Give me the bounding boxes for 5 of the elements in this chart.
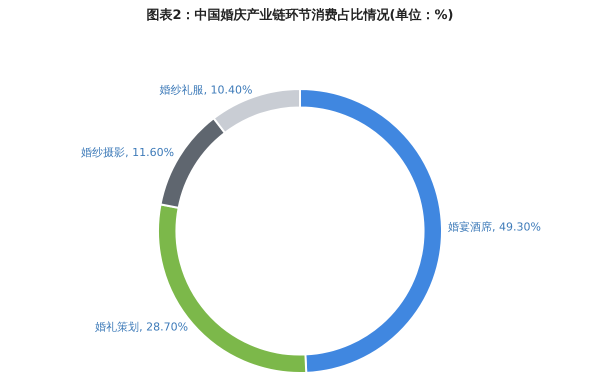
chart-title: 图表2：中国婚庆产业链环节消费占比情况(单位：%) (146, 6, 454, 24)
slice-label: 婚纱礼服, 10.40% (160, 84, 252, 97)
slice-label: 婚宴酒席, 49.30% (448, 220, 541, 234)
slice-label: 婚礼策划, 28.70% (95, 320, 188, 334)
slice-label: 婚纱摄影, 11.60% (81, 146, 174, 160)
